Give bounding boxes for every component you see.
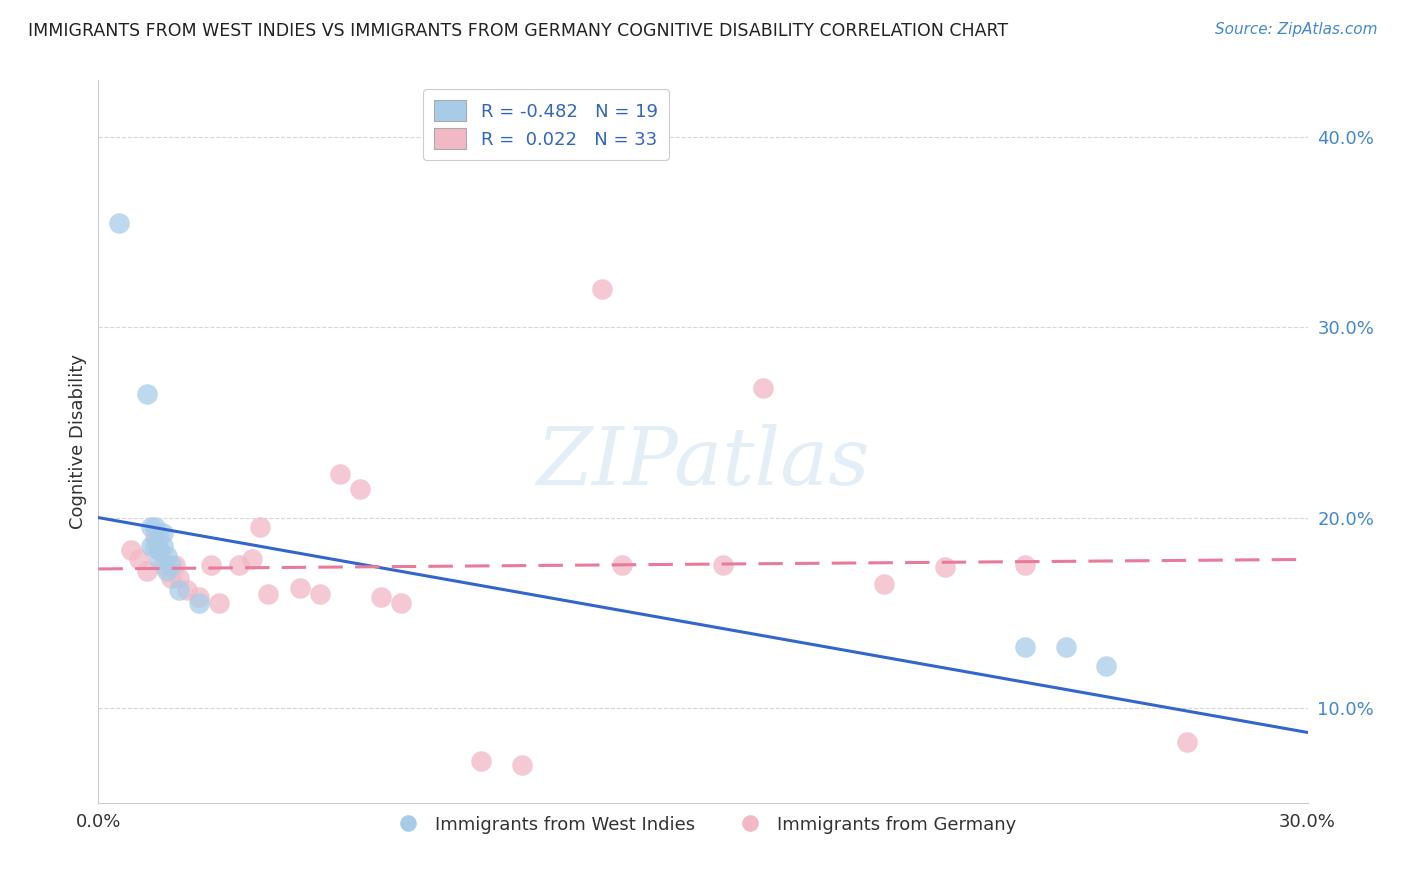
Point xyxy=(752,381,775,395)
Point xyxy=(288,581,311,595)
Point xyxy=(188,591,211,605)
Point xyxy=(152,525,174,540)
Point xyxy=(228,558,250,573)
Point xyxy=(139,520,162,534)
Point xyxy=(148,542,170,557)
Point xyxy=(1054,640,1077,654)
Text: Source: ZipAtlas.com: Source: ZipAtlas.com xyxy=(1215,22,1378,37)
Point xyxy=(188,596,211,610)
Point xyxy=(128,552,150,566)
Text: IMMIGRANTS FROM WEST INDIES VS IMMIGRANTS FROM GERMANY COGNITIVE DISABILITY CORR: IMMIGRANTS FROM WEST INDIES VS IMMIGRANT… xyxy=(28,22,1008,40)
Point xyxy=(143,530,166,544)
Point xyxy=(711,558,734,573)
Point xyxy=(1095,659,1118,673)
Point xyxy=(934,560,956,574)
Point xyxy=(309,587,332,601)
Point xyxy=(120,542,142,557)
Point xyxy=(167,571,190,585)
Point xyxy=(152,558,174,573)
Point xyxy=(143,520,166,534)
Point xyxy=(256,587,278,601)
Point xyxy=(612,558,634,573)
Point xyxy=(200,558,222,573)
Point xyxy=(470,754,492,768)
Point xyxy=(370,591,392,605)
Point xyxy=(160,571,183,585)
Point xyxy=(148,542,170,557)
Point xyxy=(249,520,271,534)
Point xyxy=(1175,735,1198,749)
Point xyxy=(389,596,412,610)
Point xyxy=(160,558,183,573)
Point xyxy=(163,558,186,573)
Point xyxy=(107,216,129,230)
Legend: Immigrants from West Indies, Immigrants from Germany: Immigrants from West Indies, Immigrants … xyxy=(382,808,1024,841)
Point xyxy=(156,564,179,578)
Point xyxy=(139,539,162,553)
Point xyxy=(591,282,613,296)
Point xyxy=(176,582,198,597)
Point xyxy=(1014,558,1036,573)
Point xyxy=(873,577,896,591)
Point xyxy=(152,539,174,553)
Text: ZIPatlas: ZIPatlas xyxy=(536,425,870,502)
Point xyxy=(349,482,371,496)
Point xyxy=(167,582,190,597)
Point xyxy=(510,757,533,772)
Point xyxy=(240,552,263,566)
Point xyxy=(148,552,170,566)
Point xyxy=(148,530,170,544)
Point xyxy=(1014,640,1036,654)
Point xyxy=(156,549,179,563)
Point xyxy=(208,596,231,610)
Y-axis label: Cognitive Disability: Cognitive Disability xyxy=(69,354,87,529)
Point xyxy=(143,539,166,553)
Point xyxy=(329,467,352,481)
Point xyxy=(135,564,157,578)
Point xyxy=(135,387,157,401)
